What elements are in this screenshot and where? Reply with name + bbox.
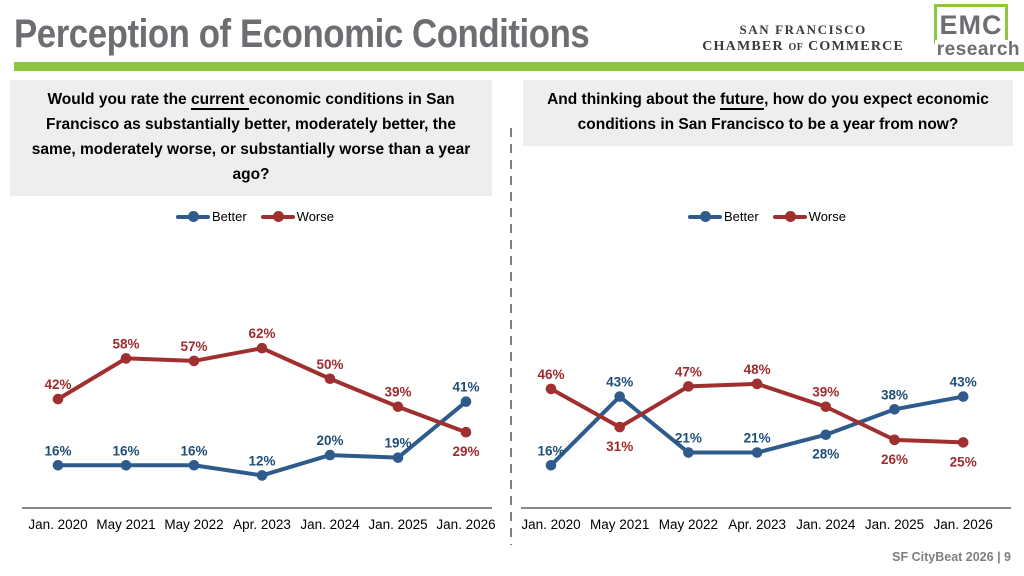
svg-text:16%: 16% [537,443,564,458]
legend-item-better: Better [175,209,247,224]
svg-text:Apr. 2023: Apr. 2023 [233,517,291,532]
svg-text:57%: 57% [180,339,207,354]
current-conditions-chart: Jan. 2020 May 2021 May 2022 Apr. 2023 Jan. 2… [22,326,496,532]
better-line-marker-icon [687,211,722,222]
legend-item-better: Better [687,209,759,224]
svg-text:38%: 38% [881,387,908,402]
future-conditions-question: And thinking about the future, how do yo… [523,80,1013,146]
svg-text:16%: 16% [112,443,139,458]
emc-logo-research-label: research [934,39,1020,60]
svg-text:May 2022: May 2022 [659,517,718,532]
header-accent-bar [14,62,1024,71]
legend-item-worse: Worse [260,209,334,224]
vertical-dashed-divider [510,128,512,545]
svg-text:Jan. 2026: Jan. 2026 [436,517,495,532]
svg-text:Jan. 2025: Jan. 2025 [865,517,924,532]
svg-text:31%: 31% [606,439,633,454]
svg-text:39%: 39% [384,385,411,400]
svg-text:12%: 12% [248,453,275,468]
svg-text:43%: 43% [950,375,977,390]
svg-text:43%: 43% [606,375,633,390]
svg-text:16%: 16% [44,443,71,458]
svg-text:28%: 28% [812,447,839,462]
future-chart-legend: Better Worse [521,209,1013,224]
svg-text:46%: 46% [537,367,564,382]
legend-label-better: Better [211,209,247,224]
svg-text:May 2021: May 2021 [96,517,155,532]
svg-text:47%: 47% [675,364,702,379]
svg-text:58%: 58% [112,336,139,351]
legend-item-worse: Worse [772,209,846,224]
svg-text:21%: 21% [744,431,771,446]
svg-text:19%: 19% [384,436,411,451]
svg-text:Jan. 2020: Jan. 2020 [28,517,87,532]
svg-text:42%: 42% [44,377,71,392]
svg-text:39%: 39% [812,385,839,400]
svg-text:Jan. 2026: Jan. 2026 [934,517,993,532]
svg-text:Jan. 2024: Jan. 2024 [300,517,360,532]
chamber-of-commerce-logo: SAN FRANCISCO CHAMBER OF COMMERCE [702,22,904,56]
svg-text:21%: 21% [675,431,702,446]
future-conditions-chart: Jan. 2020 May 2021 May 2022 Apr. 2023 Jan. 2… [521,362,1011,532]
underlined-word-current: current [190,91,249,110]
legend-label-better: Better [723,209,759,224]
page-title: Perception of Economic Conditions [14,12,590,56]
current-chart-legend: Better Worse [10,209,500,224]
svg-text:50%: 50% [316,357,343,372]
legend-label-worse: Worse [808,209,846,224]
legend-label-worse: Worse [296,209,334,224]
underlined-word-future: future [720,91,765,110]
better-line-marker-icon [175,211,210,222]
slide-footer-page-number: SF CityBeat 2026 | 9 [892,550,1011,564]
svg-text:May 2021: May 2021 [590,517,649,532]
emc-research-logo: EMC research [926,4,1020,60]
chamber-logo-line1: SAN FRANCISCO [739,22,867,37]
svg-text:29%: 29% [452,444,479,459]
svg-text:25%: 25% [950,454,977,469]
chamber-logo-line2: CHAMBER OF COMMERCE [702,39,904,55]
current-conditions-question: Would you rate the current economic cond… [10,80,492,196]
svg-text:May 2022: May 2022 [164,517,223,532]
svg-text:48%: 48% [744,362,771,377]
svg-text:41%: 41% [452,380,479,395]
svg-text:Apr. 2023: Apr. 2023 [728,517,786,532]
svg-text:20%: 20% [316,433,343,448]
worse-line-marker-icon [772,211,807,222]
svg-text:16%: 16% [180,443,207,458]
emc-logo-frame: EMC [934,4,1008,44]
svg-text:Jan. 2020: Jan. 2020 [521,517,580,532]
svg-text:62%: 62% [248,326,275,341]
worse-line-marker-icon [260,211,295,222]
svg-text:26%: 26% [881,452,908,467]
svg-text:Jan. 2025: Jan. 2025 [368,517,427,532]
svg-text:Jan. 2024: Jan. 2024 [796,517,856,532]
